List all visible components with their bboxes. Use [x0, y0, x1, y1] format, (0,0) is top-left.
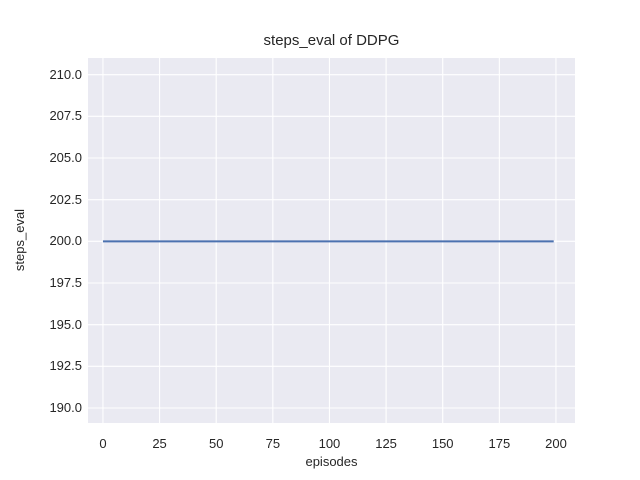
x-tick-label: 0 — [99, 436, 107, 451]
y-tick-label: 207.5 — [49, 108, 82, 124]
x-tick-label: 50 — [208, 436, 224, 451]
y-tick-label: 200.0 — [49, 233, 82, 249]
chart-title: steps_eval of DDPG — [263, 32, 400, 49]
x-tick-label: 150 — [431, 436, 454, 451]
x-tick-label: 175 — [488, 436, 511, 451]
plot-area — [88, 58, 575, 423]
x-tick-label: 75 — [265, 436, 281, 451]
y-tick-label: 192.5 — [49, 358, 82, 374]
x-tick-label: 25 — [152, 436, 167, 451]
x-tick-label: 100 — [318, 436, 341, 451]
plot-canvas — [88, 58, 575, 423]
x-tick-label: 200 — [545, 436, 567, 451]
y-tick-label: 202.5 — [49, 191, 82, 207]
y-tick-label: 190.0 — [49, 400, 82, 415]
y-tick-label: 210.0 — [49, 66, 82, 82]
y-tick-label: 197.5 — [49, 275, 82, 290]
x-tick-label: 125 — [375, 436, 397, 451]
y-tick-label: 205.0 — [49, 150, 82, 165]
y-tick-label: 195.0 — [49, 316, 82, 332]
x-axis-label: episodes — [305, 454, 358, 469]
